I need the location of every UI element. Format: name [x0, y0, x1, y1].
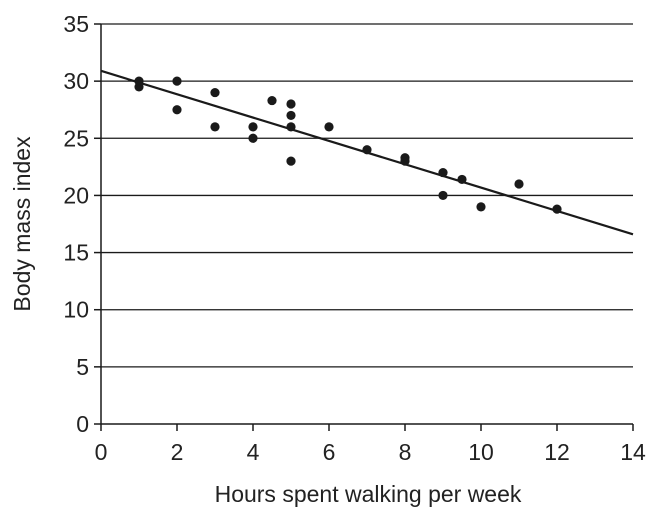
y-axis-title: Body mass index [9, 136, 35, 312]
data-point [324, 122, 334, 132]
axes [100, 24, 633, 425]
x-tick-label-6: 6 [323, 439, 336, 465]
data-point [438, 190, 448, 201]
data-point [248, 122, 258, 132]
gridlines [101, 23, 633, 368]
data-point [514, 179, 524, 189]
data-point [172, 105, 182, 115]
x-tick-label-0: 0 [95, 439, 108, 465]
y-tick-label-20: 20 [63, 182, 89, 208]
y-tick-label-0: 0 [76, 411, 89, 437]
y-tick-label-10: 10 [63, 297, 89, 323]
y-tick-label-25: 25 [63, 125, 89, 151]
x-tick-label-8: 8 [399, 439, 412, 465]
data-point [457, 174, 467, 185]
data-points [134, 76, 562, 214]
data-point [248, 133, 258, 143]
data-point [438, 167, 448, 178]
data-point [172, 76, 182, 86]
data-point [286, 156, 296, 166]
data-point [210, 87, 220, 98]
data-point [267, 95, 277, 106]
y-tick-label-30: 30 [63, 68, 89, 94]
data-point [286, 122, 296, 132]
data-point [134, 82, 144, 92]
x-tick-label-2: 2 [171, 439, 184, 465]
x-axis-title: Hours spent walking per week [215, 481, 522, 507]
data-point [210, 122, 220, 132]
data-point [552, 204, 562, 214]
data-point [476, 202, 486, 212]
data-point [400, 156, 410, 166]
x-tick-label-12: 12 [544, 439, 570, 465]
data-point [362, 145, 372, 155]
data-point [286, 110, 296, 121]
y-tick-label-15: 15 [63, 240, 89, 266]
y-tick-label-5: 5 [76, 354, 89, 380]
data-point [286, 99, 296, 109]
ticks: 0 5 10 15 20 25 30 35 0 2 4 6 8 10 12 14 [63, 11, 646, 465]
x-tick-label-14: 14 [620, 439, 646, 465]
y-tick-label-35: 35 [63, 11, 89, 37]
x-tick-label-10: 10 [468, 439, 494, 465]
x-tick-label-4: 4 [247, 439, 260, 465]
